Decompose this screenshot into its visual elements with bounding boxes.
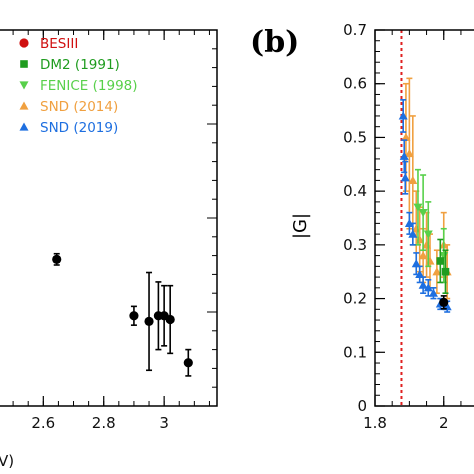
legend-marker xyxy=(19,101,29,110)
data-point xyxy=(432,267,442,276)
panel-b: (b) |G| 1.822.00.10.20.30.40.50.60.7 xyxy=(250,21,474,432)
legend-marker xyxy=(19,81,29,90)
panel-b-ylabel: |G| xyxy=(290,213,311,239)
data-point xyxy=(418,209,428,218)
legend-marker xyxy=(19,122,29,131)
data-point xyxy=(428,288,438,297)
panel-b-data xyxy=(398,77,452,313)
x-tick-label: 3 xyxy=(159,414,169,432)
data-point xyxy=(129,311,139,321)
data-point xyxy=(404,218,414,227)
x-tick-label: 2.8 xyxy=(92,414,116,432)
data-point xyxy=(411,259,421,268)
panel-a-ticks: 2.8 3 2.6 xyxy=(12,29,217,432)
legend-label: BESIII xyxy=(40,36,78,52)
data-point xyxy=(408,175,418,184)
data-point xyxy=(183,358,193,368)
panel-a: 2.8 3 2.6 BESIII DM2 (1991) FENICE (1998) SND… xyxy=(0,29,218,470)
data-point xyxy=(418,251,428,260)
data-point xyxy=(400,173,410,182)
data-point xyxy=(423,283,433,292)
data-point xyxy=(401,132,411,142)
data-point xyxy=(441,267,450,276)
series-dm2-1991- xyxy=(436,238,450,295)
panel-b-tag: (b) xyxy=(250,25,299,60)
x-tick-label: 2.6 xyxy=(31,414,55,432)
data-point xyxy=(415,269,425,278)
data-point xyxy=(439,297,449,307)
data-point xyxy=(413,203,423,212)
legend-label: DM2 (1991) xyxy=(40,57,120,73)
data-point xyxy=(423,230,433,239)
y-tick-label: 0.4 xyxy=(343,182,367,200)
y-tick-label: 0.6 xyxy=(343,75,367,93)
panel-a-xlabel-fragment: V) xyxy=(0,452,14,470)
y-tick-label: 0.7 xyxy=(343,21,367,39)
series-besiii xyxy=(52,252,193,377)
data-point xyxy=(144,316,154,326)
data-point xyxy=(399,151,409,160)
legend-label: SND (2014) xyxy=(40,99,118,115)
data-point xyxy=(408,229,418,238)
data-point xyxy=(418,280,428,289)
series-besiii xyxy=(439,295,449,310)
series-fenice-1998- xyxy=(413,168,449,284)
panel-b-frame xyxy=(374,29,474,407)
x-tick-label: 1.8 xyxy=(363,414,387,432)
y-tick-label: 0.5 xyxy=(343,128,367,146)
legend-label: SND (2019) xyxy=(40,120,118,136)
x-tick-label: 2 xyxy=(439,414,449,432)
y-tick-label: 0 xyxy=(357,397,367,415)
legend-label: FENICE (1998) xyxy=(40,78,138,94)
y-tick-label: 0.3 xyxy=(343,236,367,254)
legend-marker xyxy=(20,60,28,68)
data-point xyxy=(398,111,408,120)
panel-a-data xyxy=(52,252,193,377)
legend: BESIII DM2 (1991) FENICE (1998) SND (2014) S… xyxy=(19,36,138,136)
data-point xyxy=(436,257,445,265)
data-point xyxy=(52,254,62,264)
data-point xyxy=(165,314,175,325)
y-tick-label: 0.1 xyxy=(343,343,367,361)
legend-marker xyxy=(19,38,29,48)
data-point xyxy=(404,149,414,158)
series-snd-2019- xyxy=(398,99,452,313)
y-tick-label: 0.2 xyxy=(343,290,367,308)
